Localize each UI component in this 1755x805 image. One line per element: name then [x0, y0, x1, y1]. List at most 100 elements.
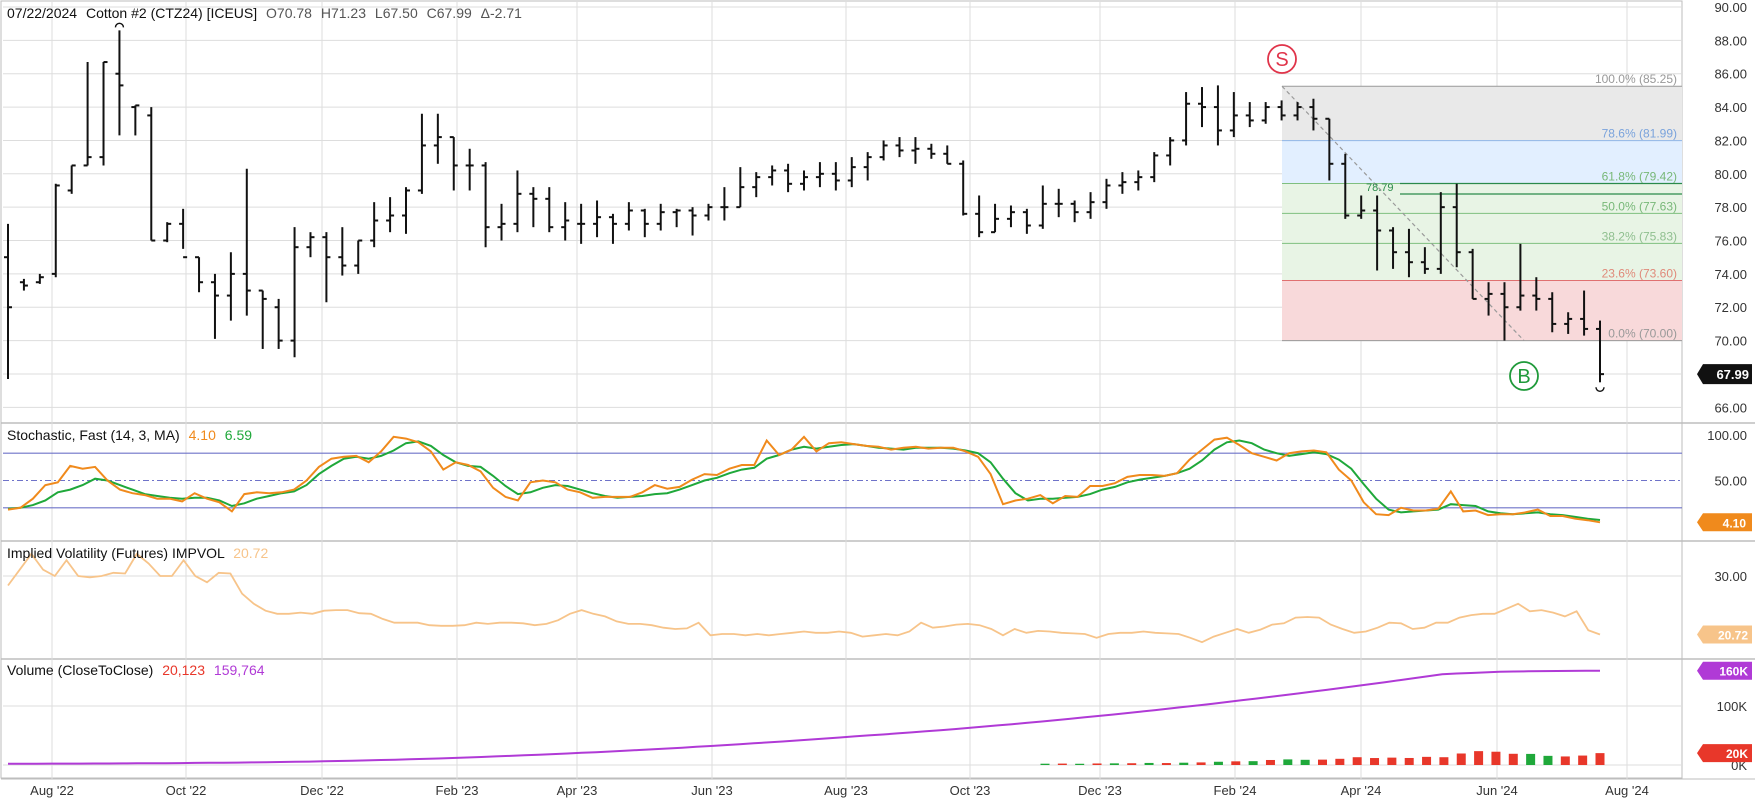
axes-layer: Aug '22 Oct '22 Dec '22 Feb '23 Apr '23 Jun '… — [30, 0, 1752, 798]
header-date: 07/22/2024 — [7, 5, 77, 21]
ohlc-bar — [1277, 100, 1286, 121]
stochastic-title: Stochastic, Fast (14, 3, MA) 4.10 6.59 — [7, 427, 252, 443]
ohlc-bar — [35, 273, 44, 284]
fib-zone — [1282, 183, 1682, 214]
ohlc-bar — [1548, 292, 1557, 333]
buy-marker-letter: B — [1517, 366, 1530, 388]
volume-bar — [1474, 751, 1484, 765]
ohlc-bar — [752, 172, 761, 198]
ohlc-bar — [768, 165, 777, 186]
volume-badge — [1697, 744, 1752, 763]
ohlc-bar — [529, 187, 538, 228]
ohlc-bar — [1420, 247, 1429, 274]
ohlc-bar — [354, 239, 363, 274]
ohlc-bar — [1006, 205, 1015, 228]
fib-level-label: 23.6% (73.60) — [1602, 267, 1677, 281]
last-price-badge — [1697, 364, 1752, 385]
impvol-title: Implied Volatility (Futures) IMPVOL 20.7… — [7, 545, 268, 561]
ohlc-bar — [975, 195, 984, 238]
ohlc-bar — [624, 202, 633, 231]
ohlc-bar — [656, 203, 665, 231]
ohlc-bar — [513, 170, 522, 233]
fib-zone — [1282, 86, 1682, 141]
ohlc-bar — [943, 145, 952, 165]
ohlc-bar — [831, 162, 840, 191]
ohlc-bar — [51, 183, 60, 278]
volume-bar — [1318, 759, 1327, 765]
swing-low-marker — [1595, 387, 1605, 392]
price-tick-label: 82.00 — [1714, 133, 1747, 148]
fib-zone — [1282, 243, 1682, 281]
header-open: O70.78 — [266, 5, 312, 21]
stoch-tick-label: 50.00 — [1714, 474, 1747, 489]
volume-bar — [1196, 762, 1206, 765]
ohlc-bar — [449, 136, 458, 191]
ohlc-bar — [1532, 277, 1541, 311]
fib-level-label: 100.0% (85.25) — [1595, 72, 1677, 86]
implied-volatility-layer — [7, 552, 1601, 644]
ohlc-bar — [640, 208, 649, 238]
ohlc-bar — [481, 162, 490, 248]
volume-title-text: Volume (CloseToClose) — [7, 662, 153, 678]
ohlc-bar — [1516, 243, 1525, 311]
x-tick-label: Dec '23 — [1078, 783, 1122, 798]
ivol-tick-label: 30.00 — [1714, 569, 1747, 584]
volume-bar — [1508, 753, 1518, 765]
ohlc-bar — [1213, 85, 1222, 146]
ohlc-bar — [226, 252, 235, 321]
x-tick-label: Aug '24 — [1605, 783, 1649, 798]
price-tick-label: 80.00 — [1714, 167, 1747, 182]
ohlc-bar — [800, 170, 808, 191]
x-tick-label: Oct '22 — [166, 783, 207, 798]
ivol-last-label: 20.72 — [1718, 629, 1748, 643]
volume-title: Volume (CloseToClose) 20,123 159,764 — [7, 662, 265, 678]
ohlc-bar — [1452, 183, 1461, 268]
ohlc-bar — [593, 200, 602, 238]
volume-bar — [1352, 757, 1362, 765]
x-tick-label: Apr '23 — [557, 783, 598, 798]
stoch-last-label: 4.10 — [1723, 516, 1747, 530]
ohlc-bar — [290, 227, 299, 358]
x-tick-label: Jun '23 — [691, 783, 733, 798]
ohlc-bar — [1373, 195, 1382, 271]
volume-bar — [1422, 756, 1432, 765]
ohlc-bar — [370, 202, 379, 248]
ohlc-bar — [1198, 87, 1206, 128]
vol-tick-label: 100K — [1717, 699, 1748, 714]
fib-level-label: 38.2% (75.83) — [1602, 229, 1677, 243]
x-tick-label: Feb '24 — [1214, 783, 1257, 798]
volume-bar — [1578, 755, 1588, 765]
ohlc-bar — [1102, 178, 1111, 209]
ohlc-bar — [1261, 102, 1270, 124]
buy-marker: B — [1509, 361, 1539, 391]
ohlc-bar — [417, 113, 426, 194]
ohlc-bar — [545, 187, 554, 233]
ohlc-bar — [927, 143, 936, 159]
ohlc-bar — [1150, 152, 1159, 183]
volume-bar — [1456, 753, 1466, 765]
ohlc-bar — [99, 61, 108, 166]
volume-layer — [8, 669, 1605, 765]
ohlc-bar — [1468, 248, 1477, 300]
x-tick-label: Aug '22 — [30, 783, 74, 798]
ohlc-bar — [959, 160, 968, 216]
price-tick-label: 72.00 — [1714, 300, 1747, 315]
ohlc-bar — [879, 140, 888, 161]
ohlc-bar — [784, 163, 793, 193]
stochastic-title-text: Stochastic, Fast (14, 3, MA) — [7, 427, 180, 443]
cum-volume-label: 160K — [1719, 665, 1748, 679]
volume-bar — [1248, 761, 1258, 765]
stoch-d-line — [7, 439, 1601, 521]
volume-bar — [1560, 756, 1570, 765]
volume-bar — [1040, 763, 1050, 765]
fib-level-label: 0.0% (70.00) — [1608, 327, 1677, 341]
cumulative-volume-line — [8, 669, 1601, 765]
ohlc-bar — [847, 157, 856, 188]
price-tick-label: 86.00 — [1714, 67, 1747, 82]
volume-bar — [1335, 758, 1345, 765]
x-tick-label: Jun '24 — [1476, 783, 1518, 798]
stochastic-k-value: 4.10 — [189, 427, 216, 443]
header-high: H71.23 — [321, 5, 366, 21]
